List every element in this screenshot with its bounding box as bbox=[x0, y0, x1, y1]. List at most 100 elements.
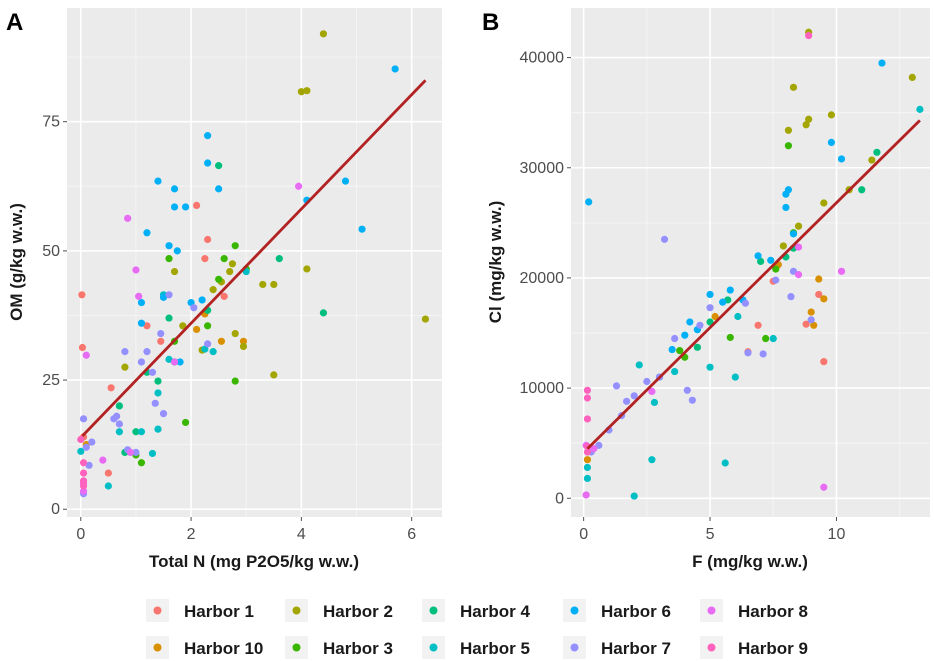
point-harbor-7 bbox=[116, 420, 123, 427]
point-harbor-7 bbox=[152, 400, 159, 407]
point-harbor-8 bbox=[99, 457, 106, 464]
point-harbor-6 bbox=[204, 159, 211, 166]
point-harbor-6 bbox=[174, 247, 181, 254]
point-harbor-1 bbox=[204, 236, 211, 243]
x-axis-title-a: Total N (mg P2O5/kg w.w.) bbox=[149, 552, 359, 571]
point-harbor-5 bbox=[722, 459, 729, 466]
point-harbor-6 bbox=[154, 178, 161, 185]
point-harbor-2 bbox=[828, 111, 835, 118]
point-harbor-2 bbox=[171, 268, 178, 275]
plot-area-b bbox=[571, 8, 930, 517]
point-harbor-2 bbox=[270, 371, 277, 378]
point-harbor-6 bbox=[754, 252, 761, 259]
point-harbor-8 bbox=[820, 484, 827, 491]
point-harbor-4 bbox=[154, 377, 161, 384]
legend-key-harbor-4 bbox=[430, 607, 438, 615]
point-harbor-6 bbox=[878, 59, 885, 66]
point-harbor-2 bbox=[210, 286, 217, 293]
x-tick-label: 10 bbox=[828, 526, 846, 543]
point-harbor-5 bbox=[210, 348, 217, 355]
point-harbor-6 bbox=[828, 139, 835, 146]
point-harbor-5 bbox=[732, 373, 739, 380]
point-harbor-1 bbox=[754, 322, 761, 329]
point-harbor-3 bbox=[165, 255, 172, 262]
point-harbor-9 bbox=[80, 459, 87, 466]
point-harbor-6 bbox=[342, 178, 349, 185]
point-harbor-2 bbox=[820, 199, 827, 206]
x-tick-label: 5 bbox=[706, 526, 715, 543]
point-harbor-4 bbox=[276, 255, 283, 262]
point-harbor-2 bbox=[320, 30, 327, 37]
point-harbor-4 bbox=[320, 309, 327, 316]
point-harbor-7 bbox=[121, 348, 128, 355]
point-harbor-7 bbox=[204, 340, 211, 347]
point-harbor-7 bbox=[613, 382, 620, 389]
x-axis-title-b: F (mg/kg w.w.) bbox=[692, 552, 808, 571]
point-harbor-2 bbox=[909, 74, 916, 81]
point-harbor-8 bbox=[132, 266, 139, 273]
legend-label: Harbor 3 bbox=[323, 639, 393, 658]
x-tick-label: 2 bbox=[187, 526, 196, 543]
point-harbor-5 bbox=[116, 428, 123, 435]
point-harbor-2 bbox=[868, 156, 875, 163]
legend-key-harbor-9 bbox=[708, 644, 716, 652]
point-harbor-5 bbox=[584, 464, 591, 471]
point-harbor-10 bbox=[820, 295, 827, 302]
y-tick-label: 40000 bbox=[520, 50, 565, 67]
point-harbor-5 bbox=[671, 368, 678, 375]
point-harbor-9 bbox=[80, 482, 87, 489]
point-harbor-7 bbox=[149, 369, 156, 376]
y-tick-label: 25 bbox=[42, 372, 60, 389]
legend-label: Harbor 10 bbox=[184, 639, 263, 658]
legend-label: Harbor 6 bbox=[601, 602, 671, 621]
point-harbor-2 bbox=[785, 127, 792, 134]
y-tick-label: 0 bbox=[51, 501, 60, 518]
point-harbor-7 bbox=[113, 413, 120, 420]
point-harbor-6 bbox=[165, 242, 172, 249]
point-harbor-7 bbox=[706, 304, 713, 311]
x-tick-label: 6 bbox=[407, 526, 416, 543]
x-tick-label: 0 bbox=[579, 526, 588, 543]
point-harbor-7 bbox=[138, 358, 145, 365]
point-harbor-1 bbox=[193, 202, 200, 209]
y-tick-label: 30000 bbox=[520, 160, 565, 177]
point-harbor-8 bbox=[295, 183, 302, 190]
point-harbor-7 bbox=[143, 348, 150, 355]
point-harbor-3 bbox=[232, 242, 239, 249]
point-harbor-6 bbox=[669, 346, 676, 353]
point-harbor-7 bbox=[160, 410, 167, 417]
point-harbor-6 bbox=[199, 296, 206, 303]
point-harbor-3 bbox=[232, 377, 239, 384]
plot-area-a bbox=[67, 8, 442, 517]
legend-key-harbor-5 bbox=[430, 644, 438, 652]
point-harbor-2 bbox=[303, 87, 310, 94]
point-harbor-2 bbox=[805, 116, 812, 123]
point-harbor-7 bbox=[787, 293, 794, 300]
point-harbor-2 bbox=[422, 315, 429, 322]
legend-key-harbor-3 bbox=[293, 644, 301, 652]
y-axis-title-a: OM (g/kg w.w.) bbox=[7, 203, 26, 321]
point-harbor-5 bbox=[770, 335, 777, 342]
point-harbor-5 bbox=[648, 456, 655, 463]
point-harbor-6 bbox=[138, 320, 145, 327]
point-harbor-3 bbox=[727, 334, 734, 341]
point-harbor-4 bbox=[215, 162, 222, 169]
point-harbor-5 bbox=[916, 106, 923, 113]
point-harbor-7 bbox=[88, 438, 95, 445]
legend-key-harbor-10 bbox=[154, 644, 162, 652]
legend-key-harbor-7 bbox=[571, 644, 579, 652]
point-harbor-8 bbox=[124, 215, 131, 222]
point-harbor-8 bbox=[135, 293, 142, 300]
point-harbor-2 bbox=[259, 281, 266, 288]
point-harbor-2 bbox=[229, 260, 236, 267]
point-harbor-10 bbox=[584, 456, 591, 463]
point-harbor-6 bbox=[686, 318, 693, 325]
point-harbor-7 bbox=[744, 349, 751, 356]
point-harbor-4 bbox=[858, 186, 865, 193]
panel-b: B 0 5 10 0 10000 20000 30000 40000 F (mg/kg w.w… bbox=[482, 8, 930, 571]
point-harbor-5 bbox=[105, 482, 112, 489]
point-harbor-7 bbox=[165, 291, 172, 298]
legend-label: Harbor 1 bbox=[184, 602, 254, 621]
point-harbor-9 bbox=[805, 32, 812, 39]
